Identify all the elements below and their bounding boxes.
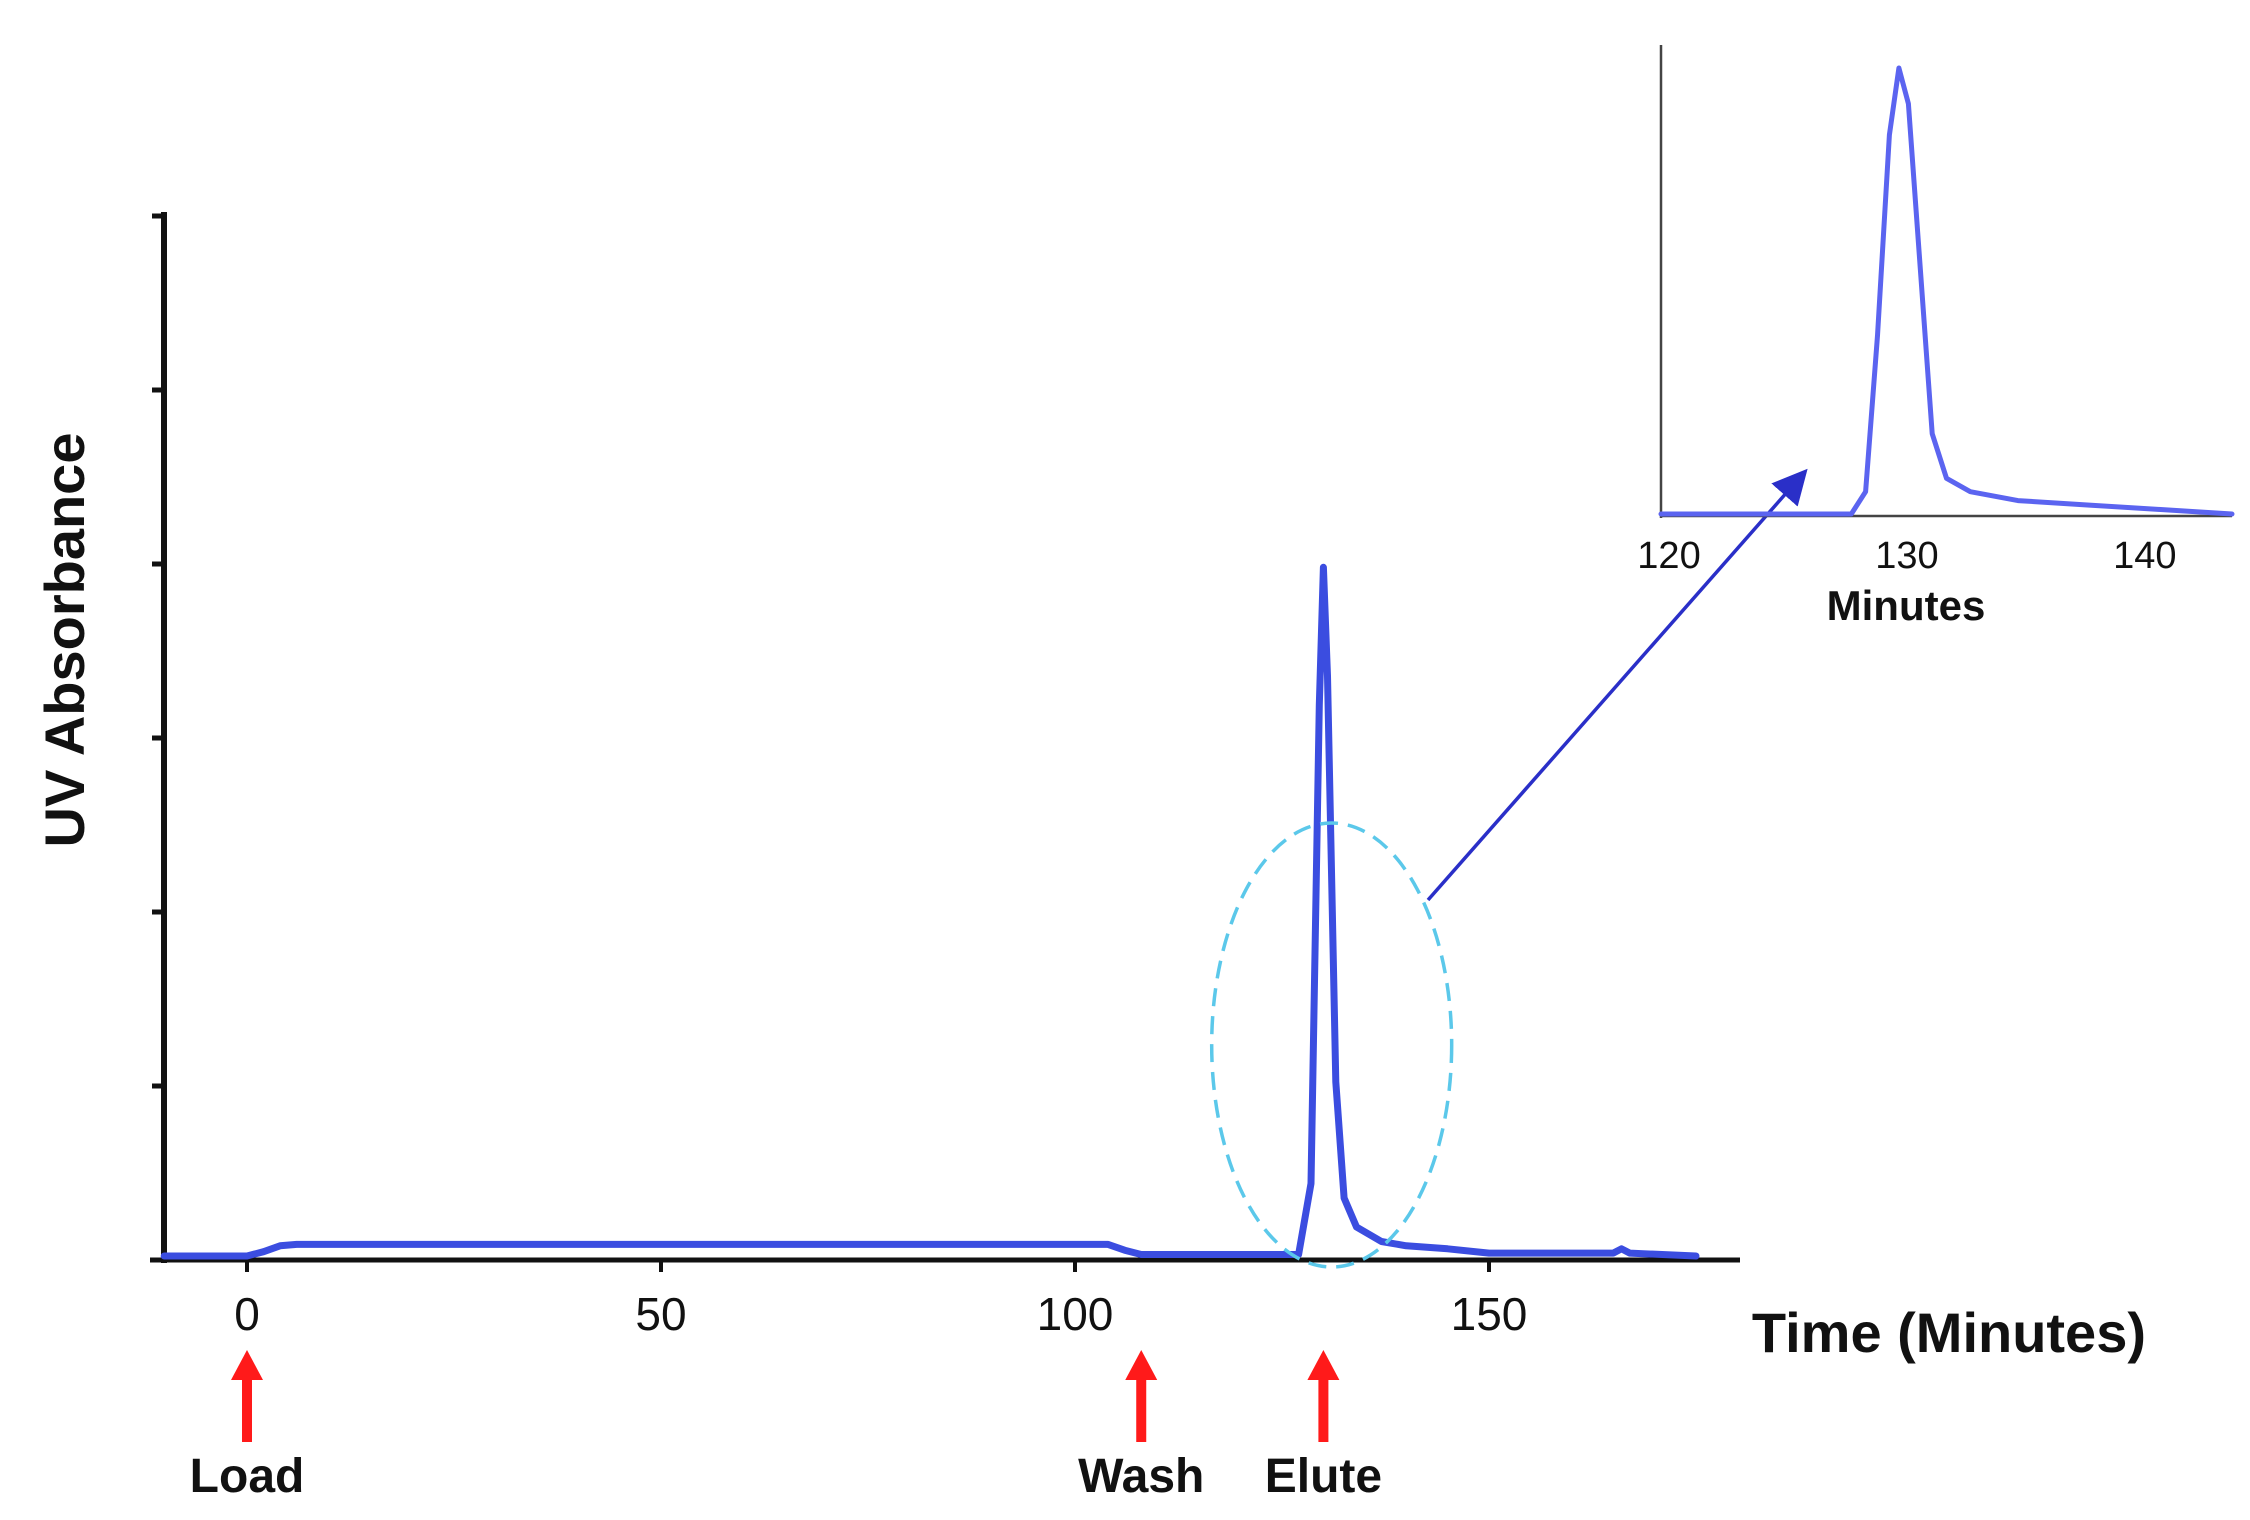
- main-y-ticks: [152, 213, 164, 1089]
- event-marker-elute: Elute: [1265, 1350, 1382, 1503]
- x-tick-label: 150: [1451, 1288, 1528, 1340]
- event-marker-load: Load: [190, 1350, 305, 1503]
- event-markers: Load Wash Elute: [190, 1350, 1382, 1503]
- inset-zoom-panel: 120 130 140 Minutes: [1637, 45, 2235, 629]
- zoom-connector-arrow: [1426, 468, 1808, 902]
- inset-x-ticks: 120 130 140: [1637, 535, 2176, 577]
- inset-x-tick-label: 120: [1637, 535, 1700, 577]
- inset-x-axis-label: Minutes: [1827, 582, 1986, 629]
- peak-highlight-ellipse: [1209, 821, 1454, 1269]
- event-arrow-shaft: [1318, 1372, 1329, 1442]
- event-arrow-shaft: [242, 1372, 252, 1442]
- x-axis-label: Time (Minutes): [1752, 1301, 2146, 1364]
- y-axis-label: UV Absorbance: [33, 433, 96, 848]
- absorbance-trace: [160, 563, 1700, 1260]
- x-tick-label: 100: [1037, 1288, 1114, 1340]
- main-axes: 0 50 100 150: [150, 212, 1740, 1340]
- x-tick-label: 50: [635, 1288, 686, 1340]
- up-arrow-icon: [231, 1350, 263, 1380]
- event-marker-wash: Wash: [1078, 1350, 1204, 1503]
- x-tick-label: 0: [234, 1288, 260, 1340]
- inset-x-tick-label: 140: [2113, 535, 2176, 577]
- inset-x-tick-label: 130: [1875, 535, 1938, 577]
- inset-absorbance-trace: [1658, 65, 2235, 517]
- event-label: Elute: [1265, 1450, 1382, 1503]
- main-x-ticks: 0 50 100 150: [234, 1260, 1527, 1340]
- event-arrow-shaft: [1136, 1372, 1147, 1442]
- up-arrow-icon: [1307, 1350, 1340, 1380]
- event-label: Load: [190, 1450, 305, 1503]
- event-label: Wash: [1078, 1450, 1204, 1503]
- up-arrow-icon: [1125, 1350, 1158, 1380]
